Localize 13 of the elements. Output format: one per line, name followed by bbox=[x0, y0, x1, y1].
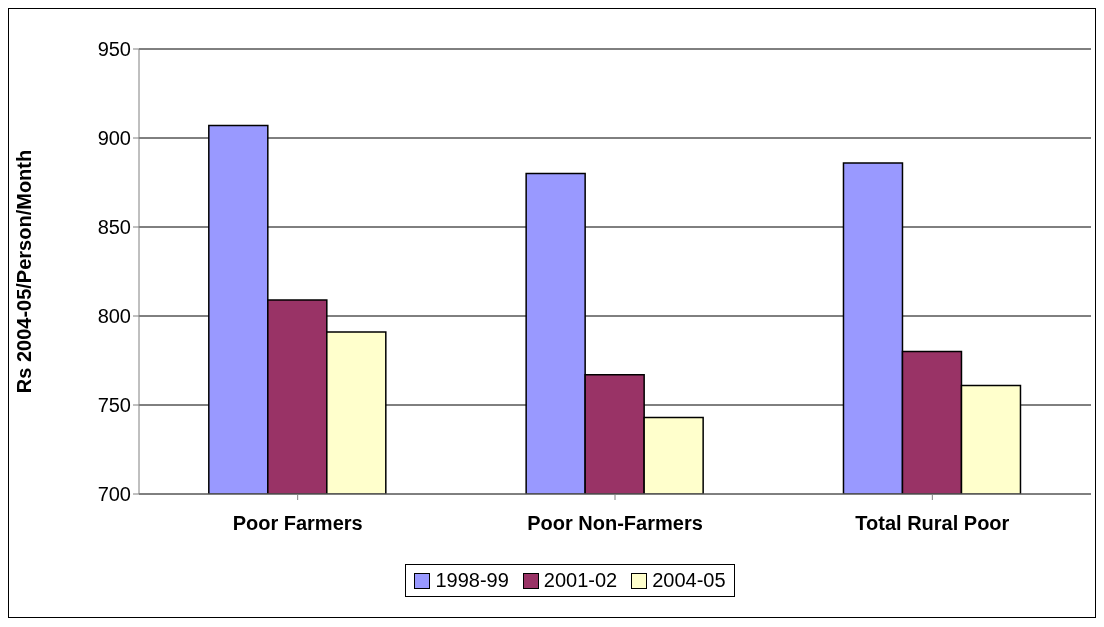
y-tick-label: 950 bbox=[97, 38, 131, 61]
y-tick-label: 900 bbox=[97, 127, 131, 150]
x-tick-label: Total Rural Poor bbox=[855, 512, 1010, 535]
legend-label: 1998-99 bbox=[435, 569, 509, 592]
x-tick-label: Poor Non-Farmers bbox=[527, 512, 703, 535]
y-tick-label: 700 bbox=[97, 483, 131, 506]
y-axis-title: Rs 2004-05/Person/Month bbox=[13, 149, 36, 394]
y-tick-label: 750 bbox=[97, 394, 131, 417]
legend-label: 2004-05 bbox=[652, 569, 726, 592]
y-tick-label: 850 bbox=[97, 216, 131, 239]
x-tick-label: Poor Farmers bbox=[232, 512, 363, 535]
y-tick-label: 800 bbox=[97, 305, 131, 328]
legend-label: 2001-02 bbox=[543, 569, 618, 592]
